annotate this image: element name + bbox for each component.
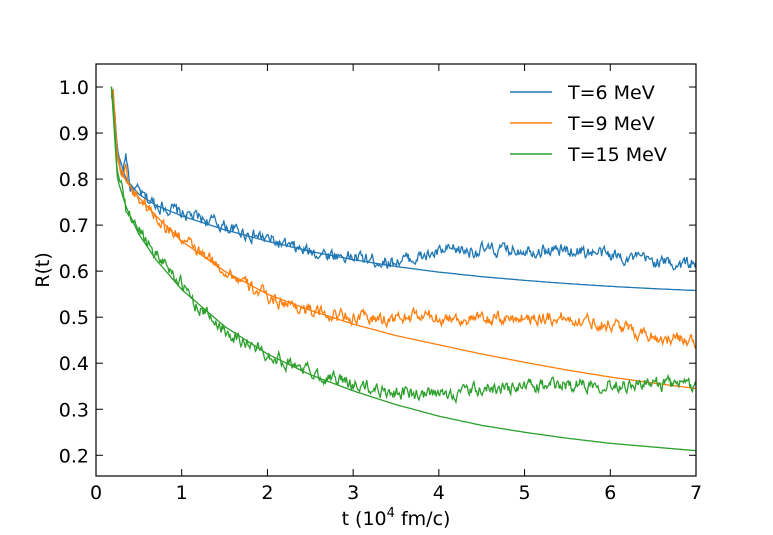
axis-tick-labels: 0 1 2 3 4 5 6 7 0.2 0.3 0.4 0.5 0.6 0.7 0.8 0.9 1.0 [59, 77, 702, 504]
axis-ticks [95, 64, 697, 476]
fit-line [110, 86, 696, 452]
y-tick-label: 0.8 [59, 169, 89, 191]
fit-line [110, 86, 696, 390]
x-tick-label: 3 [347, 482, 359, 504]
simulation-line [110, 89, 696, 349]
legend-item: T=6 MeV [510, 82, 655, 104]
x-tick-label: 5 [519, 482, 531, 504]
legend-label: T=15 MeV [567, 144, 667, 166]
x-tick-label: 4 [433, 482, 445, 504]
plot-frame [95, 63, 697, 477]
y-tick-label: 0.6 [59, 261, 89, 283]
y-tick-label: 0.2 [59, 445, 89, 467]
simulation-line [110, 88, 696, 271]
simulation-line [110, 86, 696, 405]
legend-item: T=9 MeV [510, 113, 655, 135]
legend-item: T=15 MeV [510, 144, 667, 166]
x-tick-label: 2 [261, 482, 273, 504]
y-tick-label: 0.3 [59, 399, 89, 421]
legend-label: T=9 MeV [567, 113, 655, 135]
plot-area [110, 86, 696, 452]
x-tick-label: 0 [90, 482, 102, 504]
x-tick-label: 7 [690, 482, 702, 504]
series-1 [110, 86, 696, 390]
y-tick-label: 1.0 [59, 77, 89, 99]
y-tick-label: 0.7 [59, 215, 89, 237]
series-2 [110, 86, 696, 452]
legend: T=6 MeV T=9 MeV T=15 MeV [510, 82, 667, 166]
x-axis-label: t (104 fm/c) [342, 506, 451, 530]
x-tick-label: 1 [176, 482, 188, 504]
y-tick-label: 0.4 [59, 353, 89, 375]
x-tick-label: 6 [604, 482, 616, 504]
y-axis-label: R(t) [32, 252, 54, 287]
y-tick-label: 0.9 [59, 123, 89, 145]
y-tick-label: 0.5 [59, 307, 89, 329]
legend-label: T=6 MeV [567, 82, 655, 104]
series-0 [110, 86, 696, 292]
